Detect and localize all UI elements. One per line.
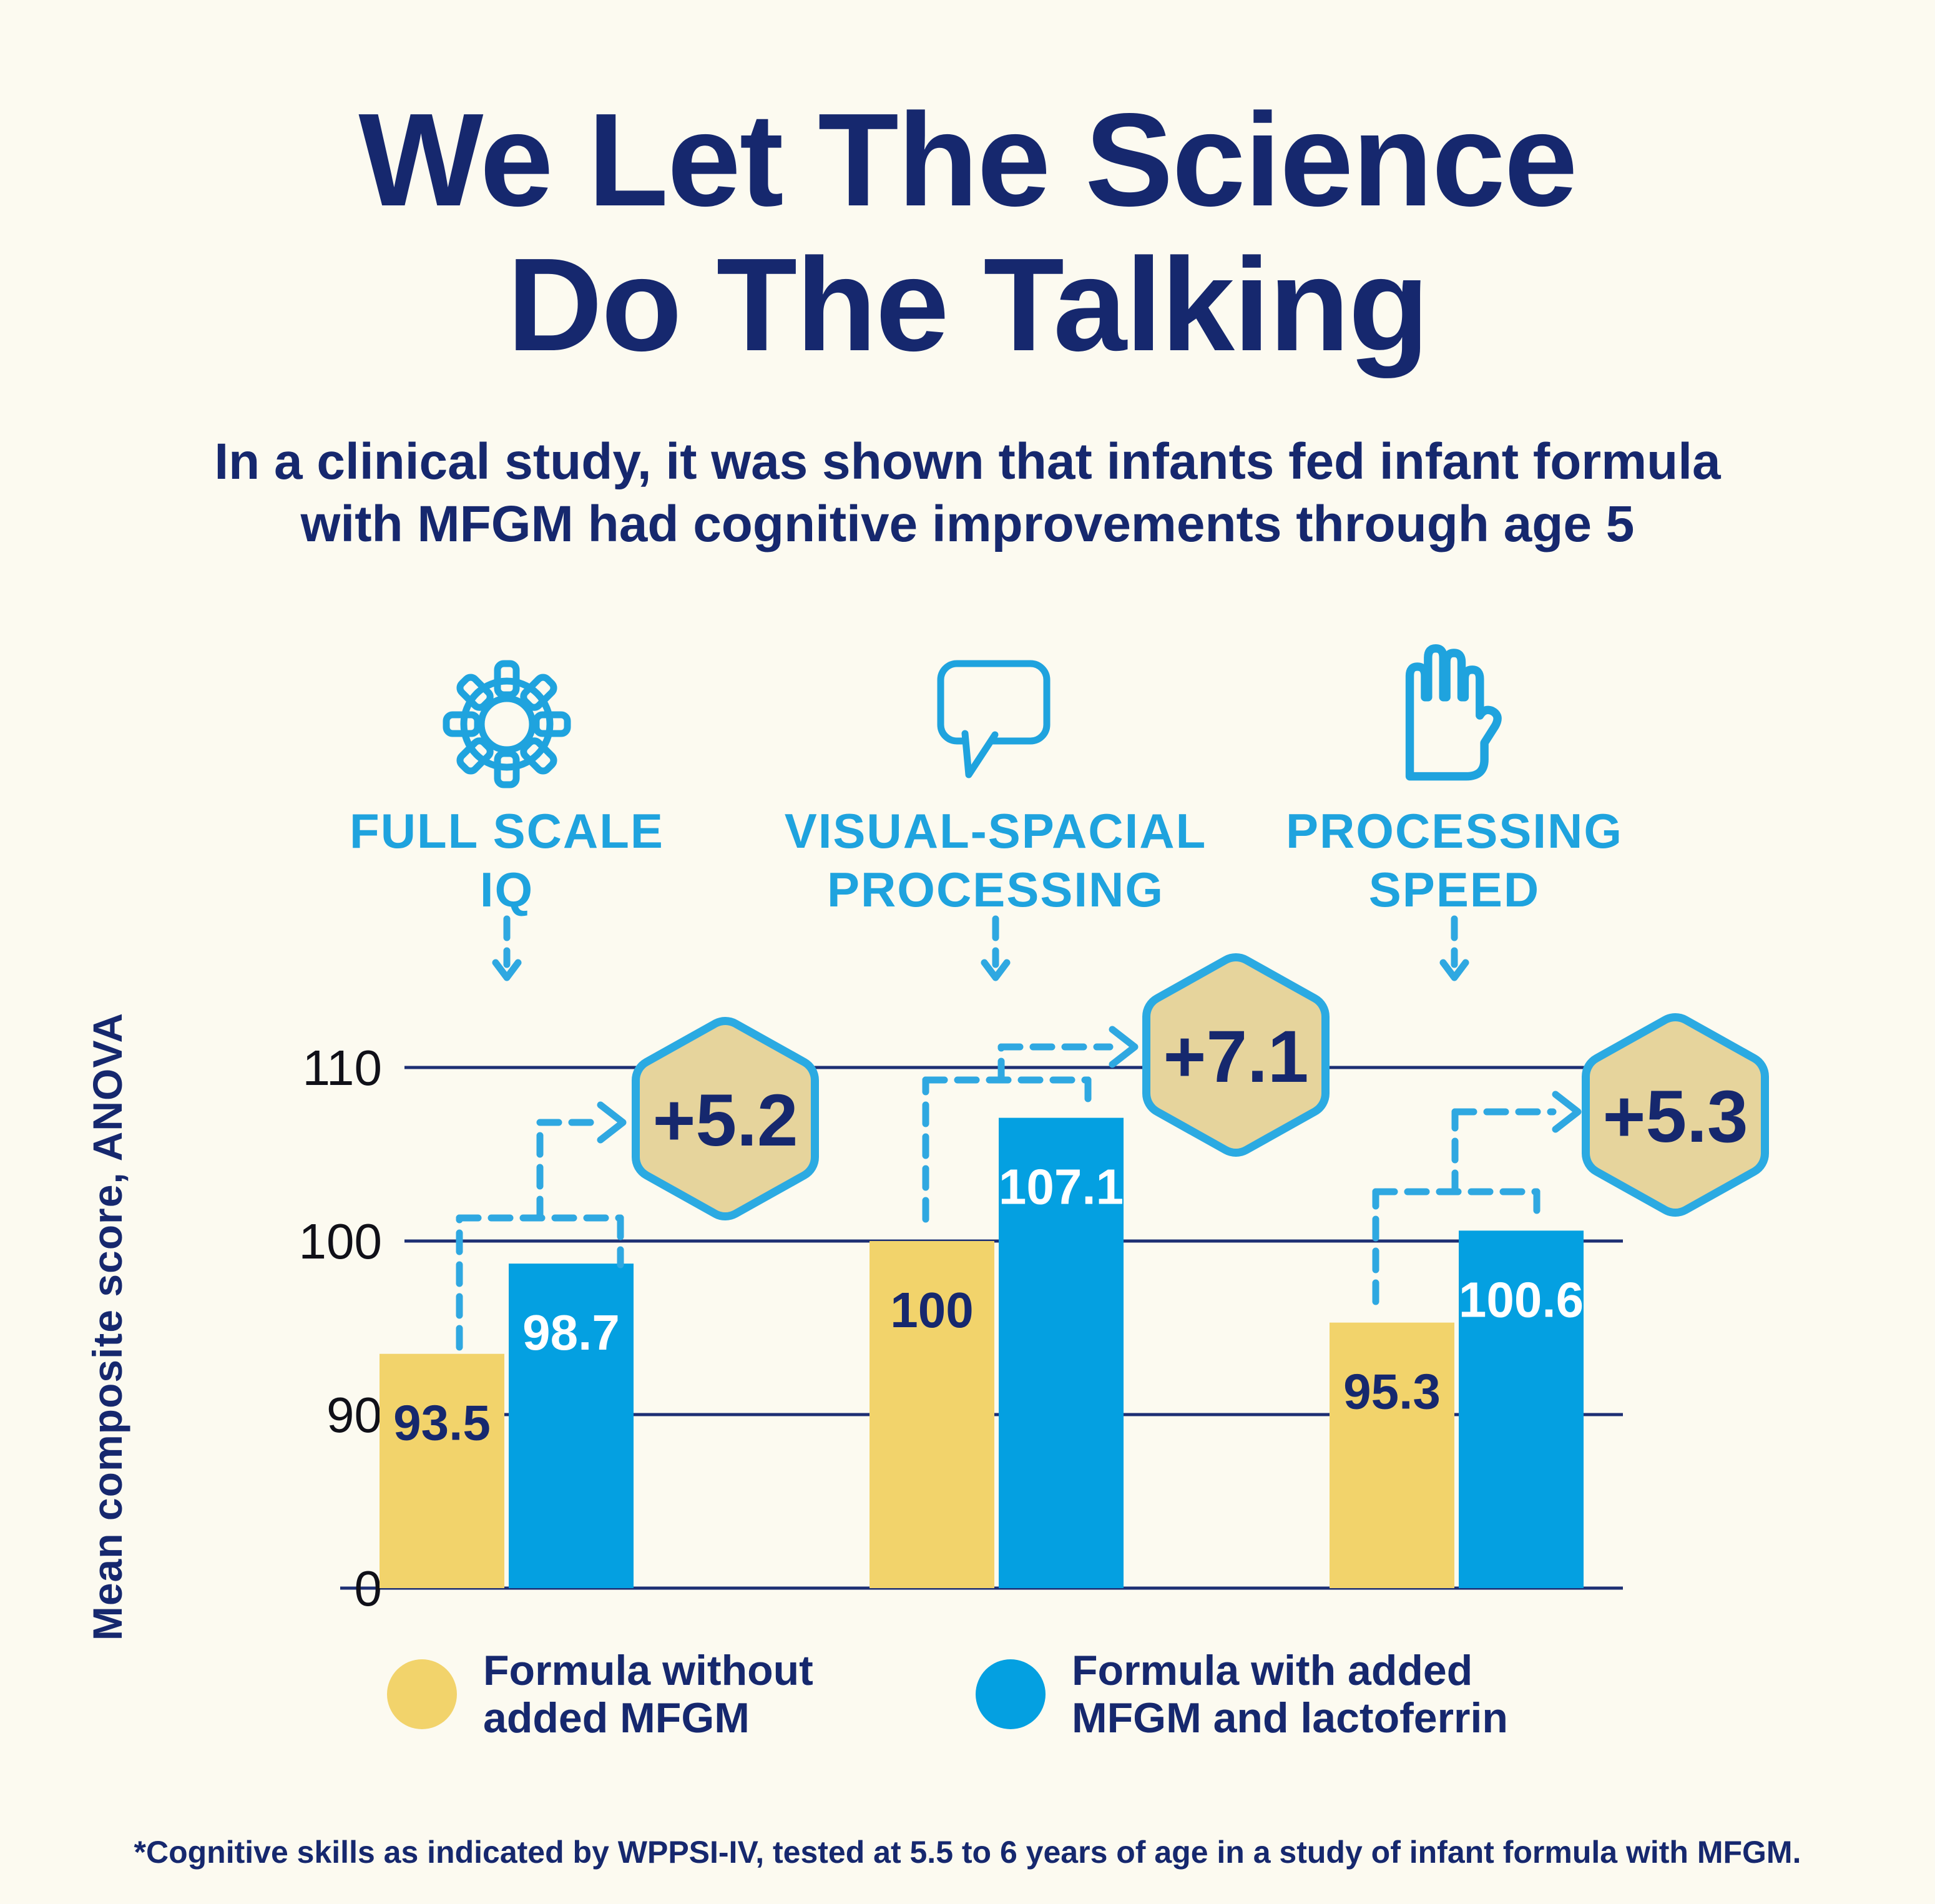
- legend-label: Formula without added MFGM: [483, 1647, 813, 1742]
- badge-value: +5.3: [1603, 1076, 1748, 1158]
- category-label-3-line-1: PROCESSING: [1286, 803, 1623, 858]
- title-line-2: Do The Talking: [507, 230, 1429, 378]
- bar-with-mfgm-full-scale-iq: [509, 1264, 634, 1588]
- badge-value: +7.1: [1163, 1016, 1309, 1098]
- subtitle-line-1: In a clinical study, it was shown that i…: [214, 433, 1721, 490]
- difference-badge-1: +5.2: [632, 1017, 819, 1220]
- comparison-bracket-2: [922, 1026, 1139, 1223]
- down-arrow-icon: [492, 915, 522, 981]
- bar-value-label: 95.3: [1343, 1364, 1441, 1420]
- comparison-bracket-1: [456, 1101, 627, 1351]
- bar-value-label: 98.7: [522, 1305, 620, 1360]
- ytick-0: 0: [355, 1561, 383, 1616]
- category-label-1-line-1: FULL SCALE: [350, 803, 664, 858]
- bar-without-mfgm-processing-speed: [1330, 1322, 1454, 1588]
- arrow-right-icon: [1109, 1026, 1139, 1068]
- speech-bubble-icon: [937, 660, 1051, 778]
- down-arrow-icon: [981, 915, 1011, 981]
- ytick-100: 100: [299, 1214, 382, 1269]
- bar-with-mfgm-processing-speed: [1459, 1230, 1584, 1588]
- legend-label: Formula with added MFGM and lactoferrin: [1072, 1647, 1508, 1742]
- bar-value-label: 107.1: [999, 1159, 1124, 1215]
- page-title: We Let The Science Do The Talking: [0, 87, 1935, 377]
- arrow-right-icon: [1552, 1091, 1582, 1133]
- title-line-1: We Let The Science: [358, 86, 1577, 233]
- y-axis-title: Mean composite score, ANOVA: [84, 1013, 130, 1641]
- legend-label-line-2: added MFGM: [483, 1694, 750, 1742]
- legend-label-line-2: MFGM and lactoferrin: [1072, 1694, 1508, 1742]
- page-subtitle: In a clinical study, it was shown that i…: [0, 431, 1935, 556]
- legend-label-line-1: Formula with added: [1072, 1647, 1473, 1694]
- legend-label-line-1: Formula without: [483, 1647, 813, 1694]
- difference-badge-2: +7.1: [1142, 953, 1330, 1157]
- legend-item-with-mfgm: Formula with added MFGM and lactoferrin: [976, 1647, 1508, 1742]
- badge-value: +5.2: [653, 1079, 798, 1162]
- category-label-3-line-2: SPEED: [1369, 862, 1540, 917]
- bar-without-mfgm-full-scale-iq: [380, 1353, 504, 1588]
- arrow-right-icon: [597, 1101, 627, 1144]
- legend-item-without-mfgm: Formula without added MFGM: [387, 1647, 813, 1742]
- category-label-2-line-2: PROCESSING: [827, 862, 1164, 917]
- bar-value-label: 100: [890, 1282, 973, 1338]
- footnote: *Cognitive skills as indicated by WPPSI-…: [134, 1835, 1801, 1870]
- ytick-110: 110: [302, 1040, 382, 1096]
- ytick-90: 90: [326, 1387, 382, 1443]
- bar-with-mfgm-visual-spacial: [999, 1117, 1124, 1588]
- difference-badge-3: +5.3: [1582, 1013, 1769, 1217]
- chart-legend: Formula without added MFGM Formula with …: [0, 1647, 1935, 1759]
- legend-swatch-yellow: [387, 1659, 457, 1729]
- category-label-2-line-1: VISUAL-SPACIAL: [785, 803, 1207, 858]
- hand-icon: [1405, 644, 1502, 781]
- comparison-bracket-3: [1372, 1091, 1582, 1305]
- bar-without-mfgm-visual-spacial: [870, 1241, 994, 1588]
- bar-value-label: 93.5: [393, 1395, 491, 1451]
- subtitle-line-2: with MFGM had cognitive improvements thr…: [300, 496, 1635, 552]
- category-label-1-line-2: IQ: [480, 862, 534, 917]
- legend-swatch-blue: [976, 1659, 1046, 1729]
- gear-icon: [443, 660, 571, 788]
- down-arrow-icon: [1439, 915, 1469, 981]
- bar-value-label: 100.6: [1459, 1272, 1584, 1327]
